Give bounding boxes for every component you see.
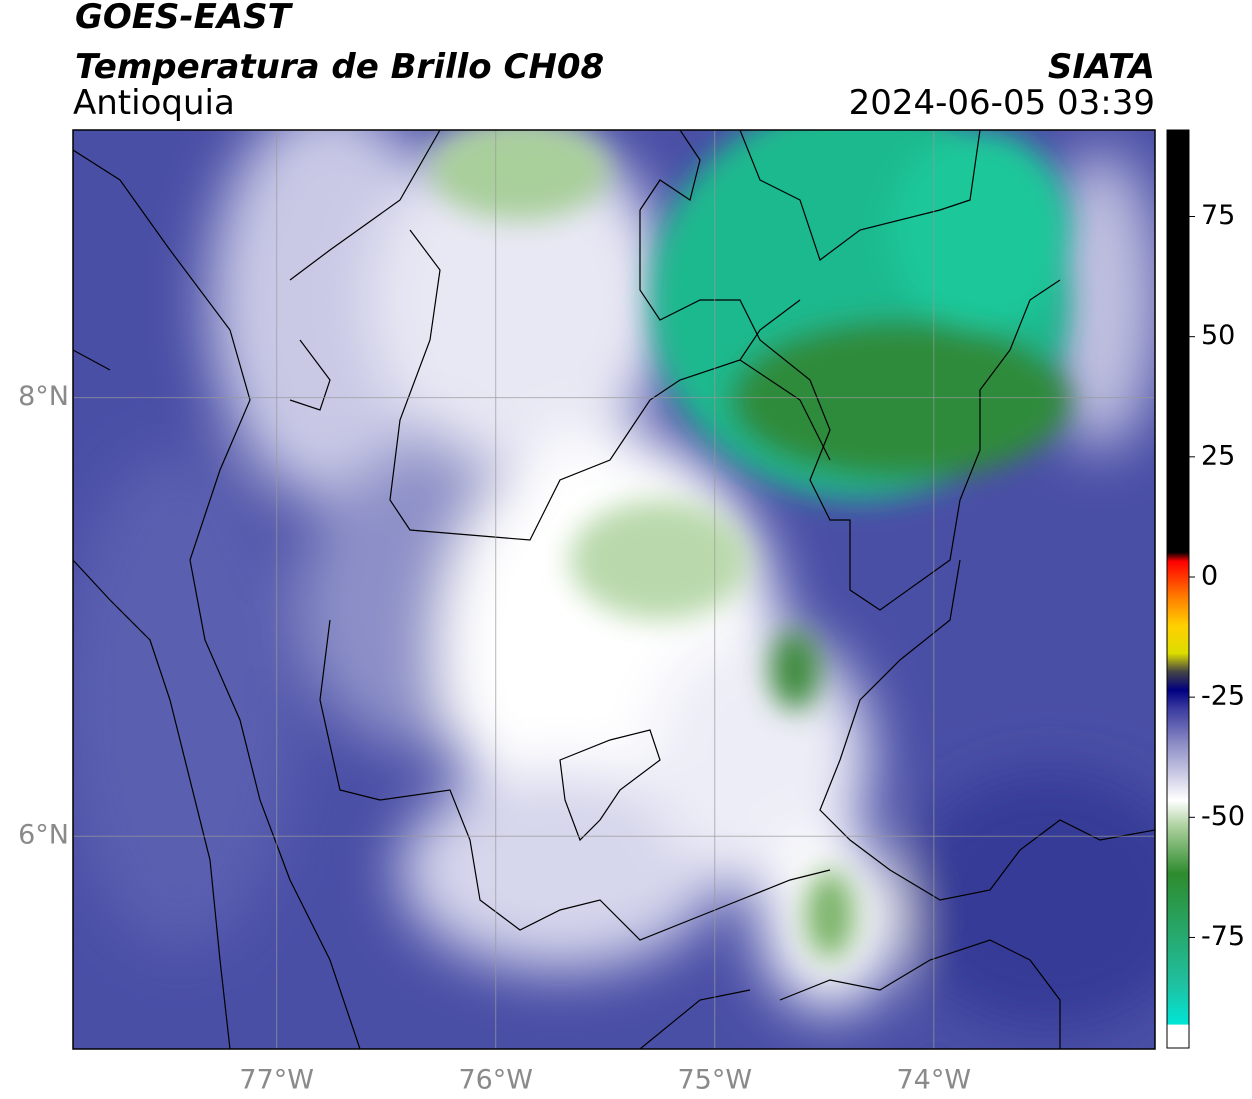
colorbar-tick-label: -50 — [1201, 801, 1245, 832]
colorbar-tick-label: 75 — [1201, 200, 1235, 231]
x-tick-label: 75°W — [677, 1065, 752, 1096]
colorbar-tick-label: -75 — [1201, 921, 1245, 952]
title: GOES-EAST — [75, 0, 294, 37]
y-tick-label: 6°N — [18, 820, 69, 851]
source: SIATA — [1048, 47, 1155, 87]
subtitle: Temperatura de Brillo CH08 — [75, 47, 604, 87]
graticule — [73, 130, 1155, 1049]
datetime: 2024-06-05 03:39 — [849, 83, 1155, 123]
y-tick-label: 8°N — [18, 381, 69, 412]
satellite-image — [73, 130, 1155, 1049]
region: Antioquia — [73, 83, 235, 123]
map-frame — [72, 129, 1156, 1050]
colorbar — [1166, 129, 1190, 1049]
x-tick-label: 77°W — [239, 1065, 314, 1096]
x-tick-label: 74°W — [897, 1065, 972, 1096]
colorbar-tick-label: 50 — [1201, 320, 1235, 351]
colorbar-tick-label: 25 — [1201, 440, 1235, 471]
x-tick-label: 76°W — [458, 1065, 533, 1096]
colorbar-tick-label: 0 — [1201, 560, 1218, 591]
colorbar-tick-label: -25 — [1201, 681, 1245, 712]
